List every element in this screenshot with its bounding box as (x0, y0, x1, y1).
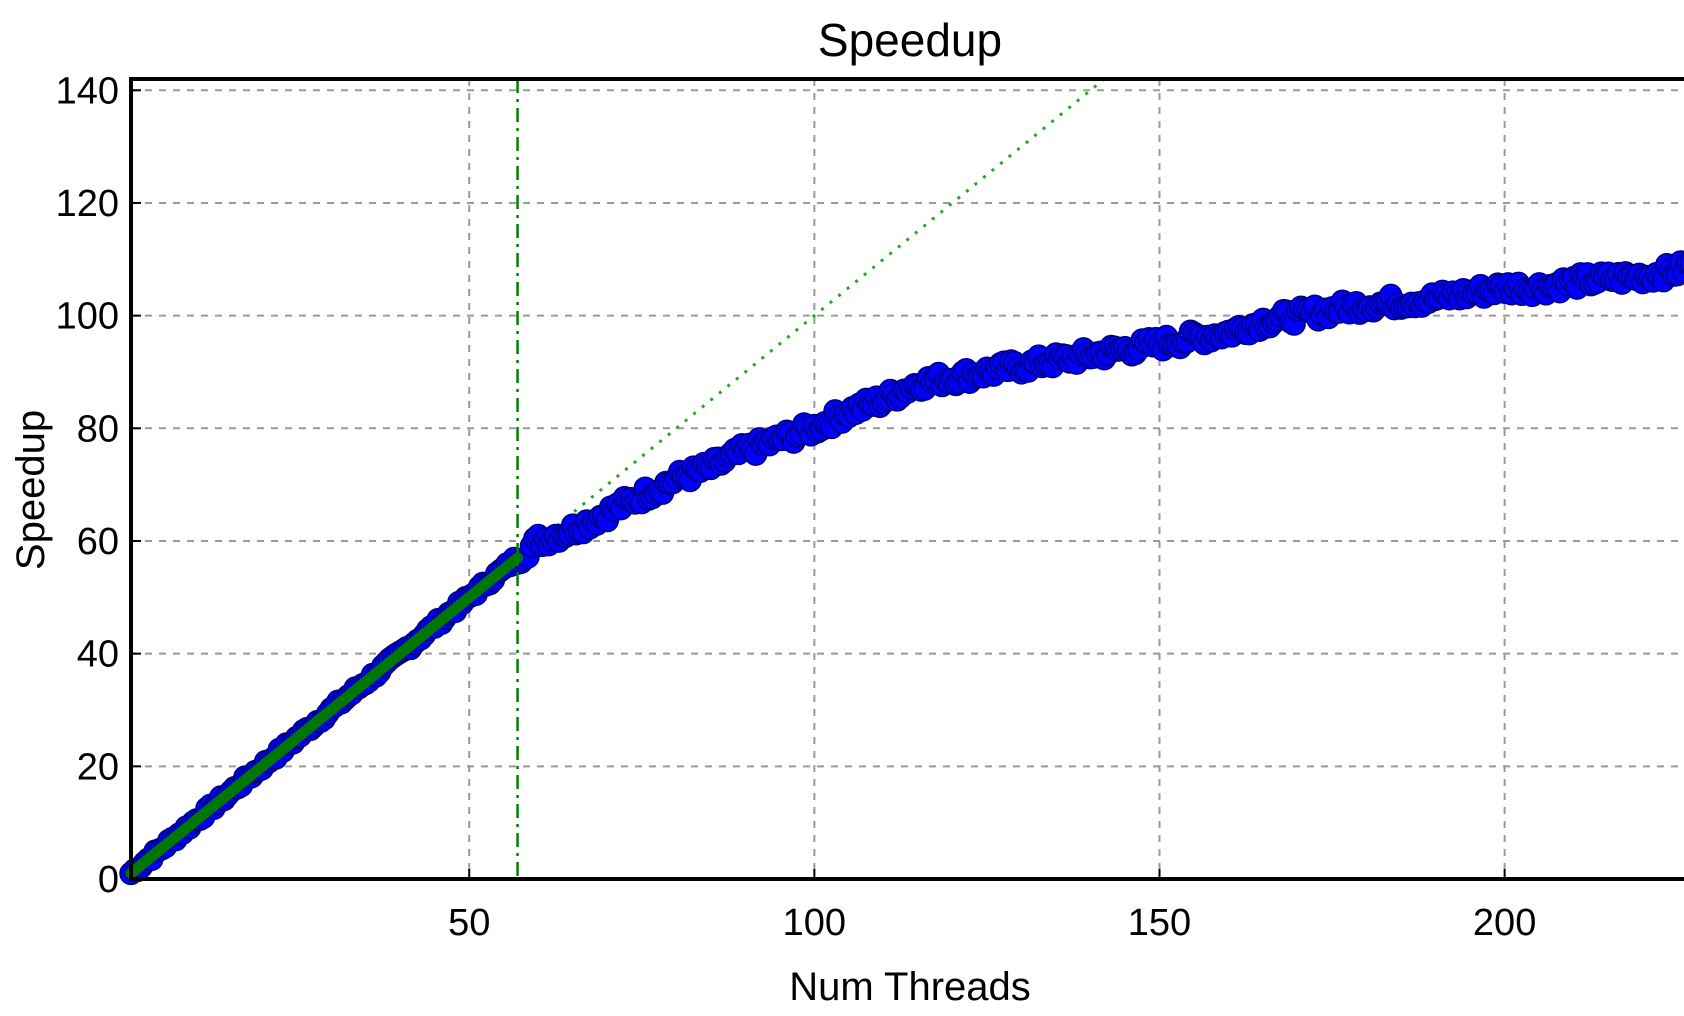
y-tick-label: 80 (77, 408, 119, 450)
linear-fit-segment (125, 552, 524, 879)
x-axis-label: Num Threads (789, 965, 1031, 1009)
measured-points (119, 250, 1684, 886)
x-tick-label: 50 (448, 902, 490, 944)
x-axis-ticks: 50 100 150 200 (448, 869, 1536, 944)
linear-fit-line (125, 552, 524, 879)
y-tick-label: 0 (98, 859, 119, 901)
x-tick-label: 100 (783, 902, 846, 944)
y-tick-label: 140 (56, 70, 119, 112)
y-tick-label: 60 (77, 521, 119, 563)
y-tick-label: 40 (77, 634, 119, 676)
y-tick-label: 100 (56, 296, 119, 338)
x-tick-label: 200 (1473, 902, 1536, 944)
y-tick-label: 20 (77, 746, 119, 788)
x-tick-label: 150 (1128, 902, 1191, 944)
y-tick-label: 120 (56, 183, 119, 225)
grid (131, 79, 1684, 880)
y-axis-label: Speedup (9, 410, 53, 570)
y-axis-ticks: 0 20 40 60 80 100 120 140 (56, 70, 141, 901)
plot-frame (129, 77, 1684, 881)
data-point (1679, 253, 1684, 273)
chart-title: Speedup (818, 14, 1002, 66)
